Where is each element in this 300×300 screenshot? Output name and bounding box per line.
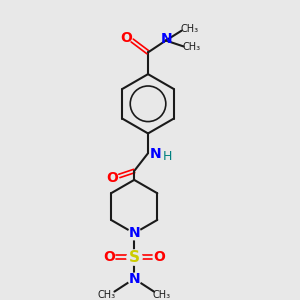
Text: CH₃: CH₃ [181, 24, 199, 34]
Text: O: O [106, 171, 119, 185]
Text: N: N [161, 32, 172, 46]
Text: O: O [103, 250, 116, 264]
Text: H: H [163, 150, 172, 163]
Text: CH₃: CH₃ [98, 290, 116, 300]
Text: O: O [153, 250, 165, 264]
Text: CH₃: CH₃ [182, 42, 201, 52]
Text: O: O [120, 31, 132, 45]
Text: S: S [129, 250, 140, 265]
Text: N: N [150, 147, 162, 161]
Text: CH₃: CH₃ [153, 290, 171, 300]
Text: N: N [128, 226, 140, 240]
Text: N: N [128, 272, 140, 286]
